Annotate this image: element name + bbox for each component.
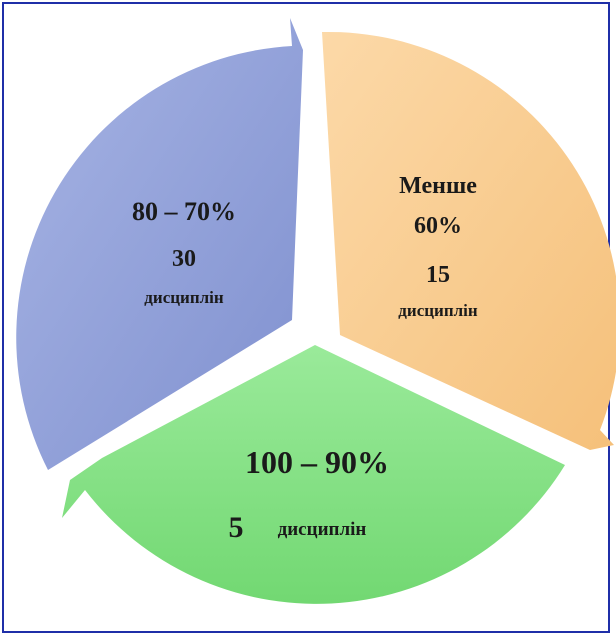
green-count-number: 5 [229, 511, 244, 544]
green-unit-label: дисциплін [278, 519, 367, 540]
orange-count-label: 15 [426, 262, 450, 288]
segment-orange [322, 31, 616, 450]
green-percent-label: 100 – 90% [245, 444, 389, 480]
segment-blue [16, 18, 303, 470]
orange-percent-label: 60% [414, 213, 462, 239]
blue-percent-label: 80 – 70% [132, 197, 236, 226]
blue-unit-label: дисциплін [144, 288, 224, 307]
orange-range-label: Менше [399, 173, 477, 199]
segment-green [62, 345, 565, 604]
blue-count-label: 30 [172, 246, 196, 272]
orange-unit-label: дисциплін [398, 301, 478, 320]
